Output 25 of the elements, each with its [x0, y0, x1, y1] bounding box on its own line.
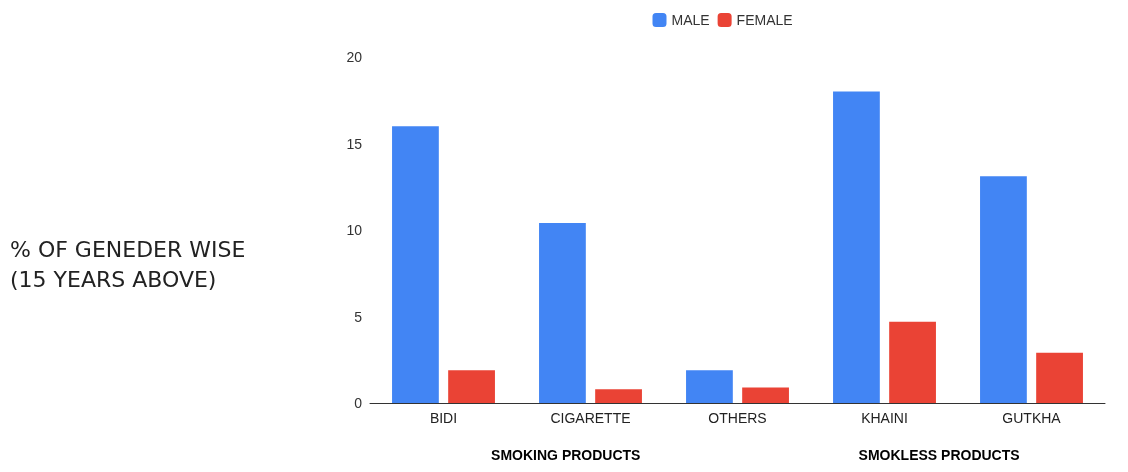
y-axis-title: % OF GENEDER WISE (15 YEARS ABOVE) — [10, 236, 253, 292]
bar — [448, 370, 495, 403]
x-tick-label: BIDI — [429, 410, 458, 426]
bar — [595, 389, 642, 403]
y-tick-label: 20 — [346, 49, 363, 65]
x-tick-label: GUTKHA — [1002, 410, 1062, 426]
text: SMOKLESS PRODUCTS — [858, 447, 1020, 463]
x-tick-label: KHAINI — [861, 410, 908, 426]
y-tick-label: 0 — [354, 395, 363, 411]
bar — [889, 321, 936, 403]
bar — [686, 370, 733, 403]
bar — [833, 91, 880, 403]
y-tick-label: 15 — [346, 135, 363, 152]
legend-label: FEMALE — [736, 12, 793, 28]
bar — [1036, 352, 1083, 403]
bar — [392, 126, 439, 403]
x-tick-label: OTHERS — [708, 410, 767, 426]
bar — [742, 387, 789, 403]
y-tick-label: 10 — [346, 222, 363, 238]
bar — [539, 223, 586, 403]
legend-label: MALE — [671, 12, 710, 28]
bar — [980, 176, 1027, 403]
y-tick-label: 5 — [354, 308, 363, 325]
text: SMOKING PRODUCTS — [491, 447, 641, 463]
x-tick-label: CIGARETTE — [550, 410, 631, 426]
